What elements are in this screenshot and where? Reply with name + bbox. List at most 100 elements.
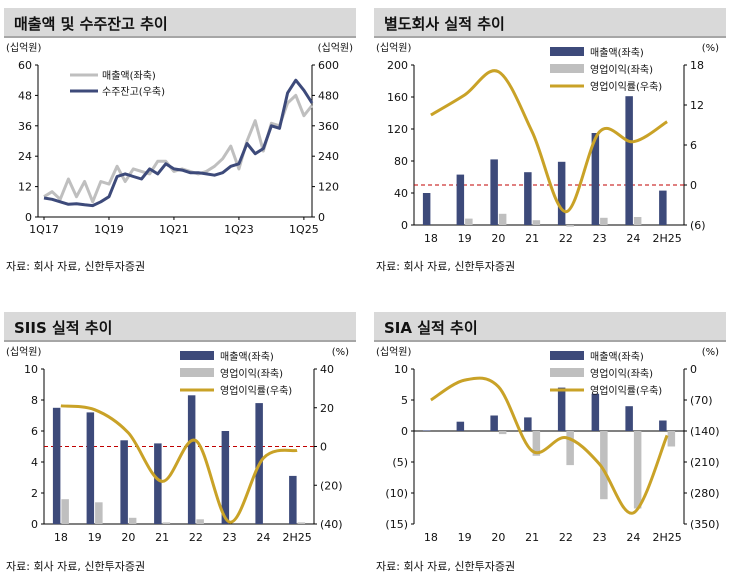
x-tick-label: 24 [256, 531, 270, 544]
left-tick-label: 0 [31, 518, 38, 531]
bar-operating-profit [196, 519, 204, 524]
panel-title-bar: 매출액 및 수주잔고 추이 [4, 8, 356, 38]
legend-label: 매출액(좌축) [590, 47, 644, 59]
right-tick-label: (6) [690, 219, 706, 232]
source-note: 자료: 회사 자료, 신한투자증권 [376, 260, 516, 273]
right-tick-label: 18 [690, 59, 704, 72]
bar-sales [625, 406, 633, 431]
right-tick-label: (20) [320, 479, 343, 492]
bar-sales [456, 421, 465, 431]
bar-sales [289, 475, 297, 524]
legend-swatch [550, 47, 584, 56]
left-axis-unit: (십억원) [6, 42, 42, 54]
x-tick-label: 1Q19 [94, 223, 124, 236]
left-tick-label: 48 [18, 89, 32, 102]
legend-label: 매출액(좌축) [102, 70, 156, 82]
bar-sales [524, 417, 532, 431]
chart-sales-backlog: (십억원) (십억원)0122436486001202403604806001Q1… [6, 42, 353, 236]
panel-title-bar: SIIS 실적 추이 [4, 312, 356, 342]
left-tick-label: 8 [31, 394, 38, 407]
left-tick-label: 5 [401, 394, 408, 407]
right-tick-label: 120 [318, 181, 339, 194]
x-tick-label: 20 [491, 531, 505, 544]
bar-operating-profit [297, 522, 306, 524]
source-note: 자료: 회사 자료, 신한투자증권 [376, 560, 516, 573]
bar-sales [187, 395, 196, 524]
left-tick-label: 6 [31, 425, 38, 438]
right-tick-label: 0 [320, 441, 327, 454]
right-tick-label: (40) [320, 518, 343, 531]
bar-sales [524, 172, 532, 225]
bar-operating-profit [162, 522, 171, 524]
left-tick-label: 60 [18, 59, 32, 72]
left-tick-label: 24 [18, 150, 32, 163]
bar-operating-profit [633, 431, 642, 509]
bar-operating-profit [633, 217, 642, 225]
bar-operating-profit [61, 499, 69, 524]
right-tick-label: (70) [690, 394, 713, 407]
x-tick-label: 2H25 [652, 531, 681, 544]
left-tick-label: 0 [25, 211, 32, 224]
legend-label: 영업이익률(우축) [590, 384, 662, 397]
left-tick-label: 80 [394, 155, 408, 168]
series-line-op-margin [430, 376, 669, 515]
x-tick-label: 18 [54, 531, 68, 544]
left-axis-unit: (십억원) [376, 42, 412, 54]
x-tick-label: 1Q25 [289, 223, 319, 236]
right-tick-label: (350) [690, 518, 720, 531]
legend-label: 영업이익률(우축) [590, 80, 662, 93]
series-line-op-margin [60, 404, 298, 524]
bar-operating-profit [465, 218, 473, 225]
bar-sales [659, 420, 667, 431]
series-line-sales [43, 93, 314, 204]
left-tick-label: 12 [18, 181, 32, 194]
chart-standalone-results: (십억원) (%) 0 40 80 120 160 200 (6) 0 6 12 18 18 19 20 21 2… [376, 42, 719, 245]
panel-title: SIIS 실적 추이 [14, 319, 113, 337]
bar-sales [422, 430, 431, 431]
panel-sia-results: SIA 실적 추이 (십억원) (%) (15) (10) (5) 0 5 10 (350) (2… [374, 312, 726, 574]
bar-sales [456, 174, 465, 225]
bar-sales [221, 431, 230, 524]
x-tick-label: 18 [424, 232, 438, 245]
bar-operating-profit [532, 220, 541, 225]
x-tick-label: 21 [525, 232, 539, 245]
right-tick-label: 12 [690, 99, 704, 112]
x-tick-label: 19 [458, 531, 472, 544]
bar-operating-profit [498, 213, 507, 225]
x-tick-label: 23 [593, 531, 607, 544]
panel-title: 별도회사 실적 추이 [384, 15, 505, 33]
x-tick-label: 23 [593, 232, 607, 245]
bar-operating-profit [566, 431, 574, 466]
bar-operating-profit [498, 431, 507, 435]
bar-operating-profit [566, 225, 574, 227]
x-tick-label: 20 [121, 531, 135, 544]
left-tick-label: 0 [401, 425, 408, 438]
bar-sales [490, 159, 498, 225]
right-tick-label: 40 [320, 363, 334, 376]
panel-title-bar: SIA 실적 추이 [374, 312, 726, 342]
right-axis-unit: (%) [332, 347, 349, 358]
bar-sales [154, 443, 162, 524]
bar-sales [52, 407, 61, 525]
x-tick-label: 20 [491, 232, 505, 245]
legend-label: 영업이익(좌축) [220, 367, 283, 380]
right-tick-label: 6 [690, 139, 697, 152]
legend-label: 매출액(좌축) [220, 351, 274, 363]
legend-label: 영업이익률(우축) [220, 384, 292, 397]
right-tick-label: 0 [318, 211, 325, 224]
left-tick-label: 120 [387, 123, 408, 136]
bar-sales [659, 190, 667, 225]
x-tick-label: 19 [88, 531, 102, 544]
right-axis-unit: (%) [702, 43, 719, 54]
legend-label: 수주잔고(우축) [102, 86, 165, 98]
left-tick-label: 2 [31, 487, 38, 500]
bar-sales [625, 96, 633, 225]
legend-swatch [550, 368, 584, 377]
right-tick-label: 240 [318, 150, 339, 163]
bar-operating-profit [667, 431, 676, 447]
left-tick-label: (15) [385, 518, 408, 531]
legend-swatch [550, 351, 584, 360]
left-tick-label: (10) [385, 487, 408, 500]
left-tick-label: 160 [387, 91, 408, 104]
bar-sales [557, 387, 566, 431]
